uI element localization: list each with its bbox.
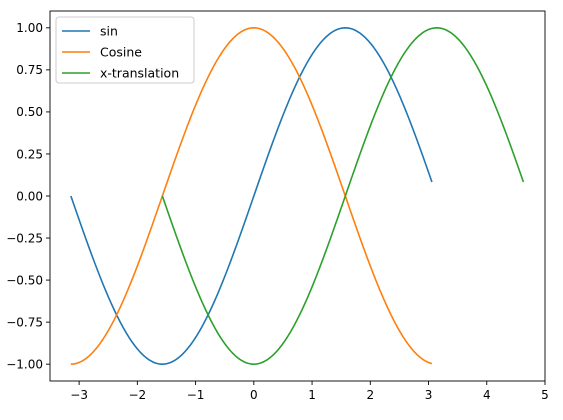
legend-label: sin [100, 24, 118, 39]
x-tick-label: 1 [308, 388, 316, 402]
y-tick-label: 0.00 [16, 189, 43, 203]
legend-label: Cosine [100, 45, 142, 60]
plot-lines [70, 27, 525, 365]
y-axis: 1.00 0.75 0.50 0.25 0.00 −0.25 −0.50 −0.75 −1.00 [6, 21, 50, 371]
legend-label: x-translation [100, 66, 179, 81]
y-tick-label: 0.25 [16, 147, 43, 161]
series-line-3 [161, 27, 525, 365]
x-tick-label: 0 [250, 388, 258, 402]
x-tick-label: 3 [425, 388, 433, 402]
legend-box [55, 16, 195, 84]
x-tick-label: 4 [483, 388, 491, 402]
y-tick-label: −0.75 [6, 315, 43, 329]
x-axis: −3 −2 −1 0 1 2 3 4 5 [70, 381, 549, 402]
x-tick-label: −1 [187, 388, 205, 402]
legend: sin Cosine x-translation [55, 16, 195, 84]
series-line-1 [70, 27, 433, 365]
y-tick-label: 1.00 [16, 21, 43, 35]
x-tick-label: −3 [70, 388, 88, 402]
y-tick-label: −0.50 [6, 273, 43, 287]
y-tick-label: −1.00 [6, 357, 43, 371]
series-line-2 [70, 27, 433, 365]
x-tick-label: 2 [366, 388, 374, 402]
x-tick-label: 5 [541, 388, 549, 402]
y-tick-label: 0.75 [16, 63, 43, 77]
y-tick-label: 0.50 [16, 105, 43, 119]
y-tick-label: −0.25 [6, 231, 43, 245]
x-tick-label: −2 [129, 388, 147, 402]
